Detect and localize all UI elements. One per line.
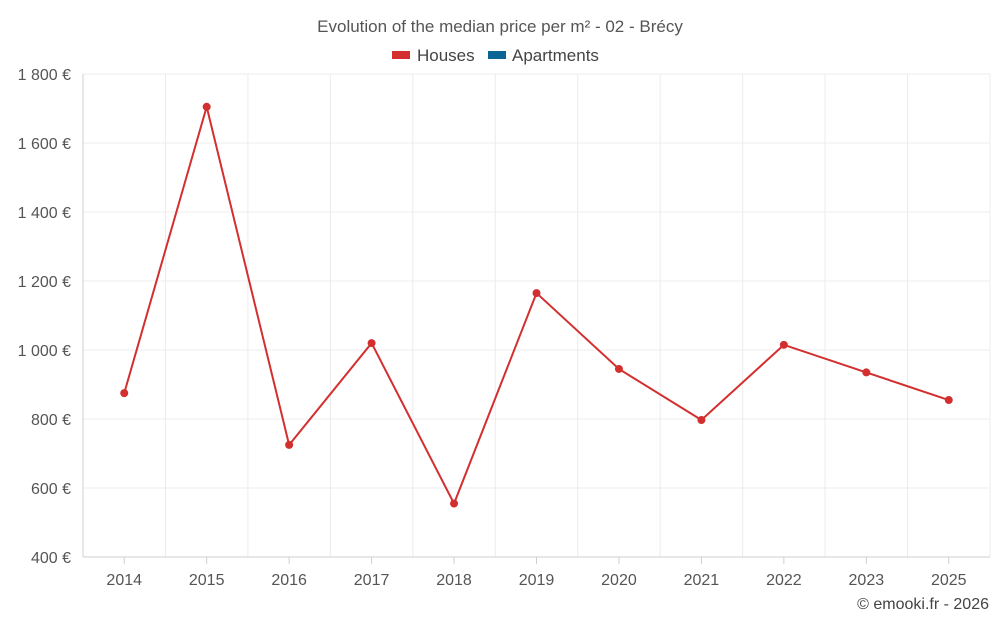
legend: Houses Apartments (392, 46, 599, 65)
y-tick-label: 1 200 € (18, 274, 71, 291)
y-tick-label: 1 400 € (18, 205, 71, 222)
x-tick-label: 2017 (354, 572, 390, 589)
x-tick-label: 2022 (766, 572, 802, 589)
y-tick-label: 400 € (31, 550, 71, 567)
x-tick-label: 2025 (931, 572, 967, 589)
y-tick-label: 800 € (31, 412, 71, 429)
chart-title: Evolution of the median price per m² - 0… (317, 17, 683, 36)
legend-label-apartments: Apartments (512, 46, 599, 65)
x-tick-label: 2019 (519, 572, 555, 589)
series-layer (120, 102, 953, 508)
axes (82, 74, 990, 558)
y-axis-ticks: 400 € 600 € 800 € 1 000 € 1 200 € 1 400 € 1 60… (18, 67, 71, 567)
data-point-houses[interactable] (532, 289, 541, 298)
credit-text: © emooki.fr - 2026 (857, 596, 989, 613)
data-point-houses[interactable] (614, 364, 623, 373)
legend-swatch-apartments (488, 51, 506, 59)
y-tick-label: 1 600 € (18, 136, 71, 153)
x-tick-label: 2023 (849, 572, 885, 589)
x-tick-label: 2021 (684, 572, 720, 589)
y-tick-label: 600 € (31, 481, 71, 498)
x-tick-label: 2014 (106, 572, 142, 589)
x-axis-ticks: 2014 2015 2016 2017 2018 2019 2020 2021 2022 2023… (106, 557, 967, 589)
data-point-houses[interactable] (779, 340, 788, 349)
x-tick-label: 2018 (436, 572, 472, 589)
data-point-houses[interactable] (697, 416, 706, 425)
x-tick-label: 2016 (271, 572, 307, 589)
legend-swatch-houses (392, 51, 410, 59)
x-tick-label: 2015 (189, 572, 225, 589)
data-point-houses[interactable] (285, 440, 294, 449)
legend-item-houses[interactable]: Houses (392, 46, 475, 65)
data-point-houses[interactable] (862, 368, 871, 377)
legend-item-apartments[interactable]: Apartments (488, 46, 599, 65)
data-point-houses[interactable] (450, 499, 459, 508)
y-tick-label: 1 000 € (18, 343, 71, 360)
data-point-houses[interactable] (202, 102, 211, 111)
y-tick-label: 1 800 € (18, 67, 71, 84)
data-point-houses[interactable] (944, 396, 953, 405)
x-tick-label: 2020 (601, 572, 637, 589)
grid (83, 73, 991, 557)
data-point-houses[interactable] (367, 339, 376, 348)
legend-label-houses: Houses (417, 46, 475, 65)
data-point-houses[interactable] (120, 389, 129, 398)
